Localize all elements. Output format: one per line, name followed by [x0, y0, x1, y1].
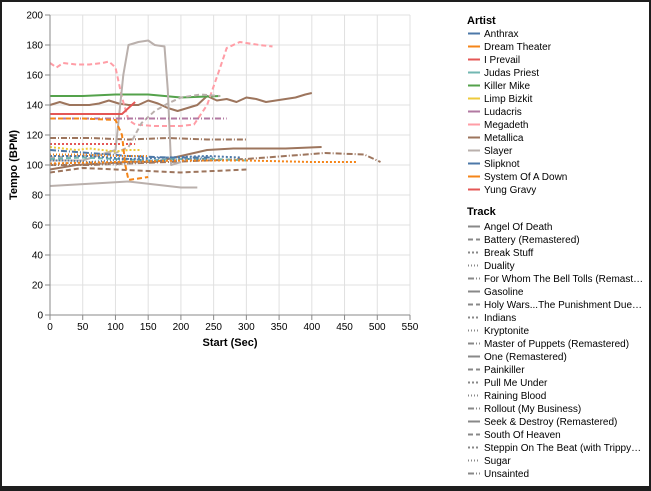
series-line	[49, 180, 198, 189]
legend-track-label: Gasoline	[484, 287, 524, 298]
x-tick-label: 100	[107, 322, 124, 333]
series-line	[49, 146, 142, 153]
legend-track-label: Kryptonite	[484, 326, 529, 337]
legend-track-label: Rollout (My Business)	[484, 404, 581, 415]
tempo-line-chart: 0 50 100 150 200 250 300 350 400 450 500 550 0 20 40 6…	[8, 11, 643, 481]
x-tick-label: 350	[271, 322, 288, 333]
legend-track-label: Unsainted	[484, 469, 529, 480]
legend-track-label: Indians	[484, 313, 516, 324]
legend-artist-label: I Prevail	[484, 55, 520, 66]
series-line	[49, 167, 247, 174]
legend-track-label: Duality	[484, 261, 515, 272]
legend-artist: Artist Anthrax Dream Theater I Prevail Juda…	[467, 15, 567, 196]
legend-track-label: Painkiller	[484, 365, 525, 376]
legend-artist-label: Yung Gravy	[484, 185, 536, 196]
x-tick-label: 300	[238, 322, 255, 333]
legend-track-label: One (Remastered)	[484, 352, 567, 363]
x-tick-label: 500	[369, 322, 386, 333]
series-line	[50, 117, 149, 181]
y-axis-title: Tempo (BPM)	[8, 130, 20, 200]
legend-artist-label: Dream Theater	[484, 42, 552, 53]
y-tick-label: 40	[32, 251, 44, 262]
x-tick-label: 400	[303, 322, 320, 333]
series-line	[49, 41, 273, 127]
y-tick-label: 60	[32, 221, 44, 232]
y-tick-label: 0	[37, 311, 43, 322]
legend-track-title: Track	[467, 206, 497, 218]
legend-artist-label: Ludacris	[484, 107, 522, 118]
legend-artist-label: Judas Priest	[484, 68, 539, 79]
y-tick-label: 120	[26, 131, 43, 142]
y-tick-label: 80	[32, 191, 44, 202]
x-axis-title: Start (Sec)	[202, 337, 257, 349]
legend-track-label: Pull Me Under	[484, 378, 548, 389]
y-tick-label: 160	[26, 71, 43, 82]
legend-artist-title: Artist	[467, 15, 496, 27]
x-tick-label: 450	[336, 322, 353, 333]
series-line	[50, 101, 136, 115]
y-tick-label: 200	[26, 11, 43, 22]
y-tick-label: 140	[26, 101, 43, 112]
y-tick-label: 100	[26, 161, 43, 172]
legend-track: Track Angel Of Death Battery (Remastered)…	[467, 206, 643, 480]
legend-track-label: Raining Blood	[484, 391, 546, 402]
legend-track-label: Master of Puppets (Remastered)	[484, 339, 629, 350]
chart-frame: 0 50 100 150 200 250 300 350 400 450 500 550 0 20 40 6…	[2, 2, 649, 486]
legend-track-label: Seek & Destroy (Remastered)	[484, 417, 617, 428]
series-line	[50, 155, 240, 160]
legend-artist-label: System Of A Down	[484, 172, 567, 183]
legend-artist-label: Slayer	[484, 146, 513, 157]
series-line	[49, 93, 221, 159]
x-tick-label: 0	[47, 322, 53, 333]
x-tick-label: 550	[402, 322, 419, 333]
legend-artist-label: Killer Mike	[484, 81, 531, 92]
legend-track-label: For Whom The Bell Tolls (Remast…	[484, 274, 643, 285]
legend-track-label: Steppin On The Beat (with Trippy…	[484, 443, 641, 454]
legend-artist-label: Metallica	[484, 133, 524, 144]
axes: 0 50 100 150 200 250 300 350 400 450 500 550 0 20 40 6…	[8, 11, 419, 350]
legend-track-label: Angel Of Death	[484, 222, 552, 233]
legend-artist-label: Limp Bizkit	[484, 94, 533, 105]
legend-artist-label: Megadeth	[484, 120, 528, 131]
legend-track-label: Break Stuff	[484, 248, 534, 259]
series-line	[50, 153, 149, 157]
legend-track-label: Sugar	[484, 456, 511, 467]
legend-track-label: Battery (Remastered)	[484, 235, 580, 246]
x-tick-label: 250	[205, 322, 222, 333]
series-line	[50, 158, 208, 163]
legend-artist-label: Slipknot	[484, 159, 520, 170]
series-line	[49, 159, 358, 165]
series-line	[49, 159, 155, 166]
x-tick-label: 200	[173, 322, 190, 333]
series-line	[49, 156, 247, 162]
x-tick-label: 50	[77, 322, 89, 333]
legend-artist-label: Anthrax	[484, 29, 518, 40]
legend-track-label: South Of Heaven	[484, 430, 561, 441]
y-axis-ticks: 0 20 40 60 80 100 120 140 160 180 200	[26, 11, 50, 322]
x-tick-label: 150	[140, 322, 157, 333]
x-axis-ticks: 0 50 100 150 200 250 300 350 400 450 500 550	[47, 315, 419, 333]
legend-track-label: Holy Wars...The Punishment Due…	[484, 300, 642, 311]
grid-lines	[49, 14, 411, 316]
y-tick-label: 180	[26, 41, 43, 52]
series-lines	[49, 39, 381, 189]
y-tick-label: 20	[32, 281, 44, 292]
series-line	[49, 92, 313, 112]
series-line	[49, 146, 322, 171]
